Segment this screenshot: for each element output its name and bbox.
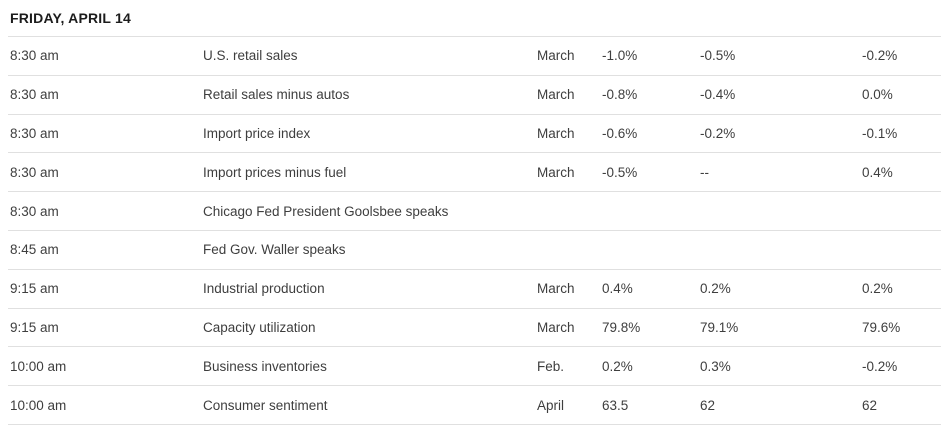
previous-cell: 0.4% [862,164,893,180]
event-time: 8:30 am [10,203,59,219]
forecast-cell: 79.1% [700,319,739,335]
period-cell: March [537,319,575,335]
period-cell: Feb. [537,358,565,374]
actual-cell: 79.8% [602,319,641,335]
period-cell: March [537,87,575,103]
forecast-cell: -0.4% [700,87,736,103]
event-time: 9:15 am [10,319,59,335]
actual-cell: 0.2% [602,358,633,374]
previous-cell: -0.2% [862,48,898,64]
divider [8,346,941,348]
actual-cell: -0.5% [602,164,638,180]
actual-cell: 0.4% [602,281,633,297]
report-link[interactable]: Import prices minus fuel [203,164,347,180]
actual-cell: -0.8% [602,87,638,103]
period-cell: March [537,125,575,141]
report-link[interactable]: U.S. retail sales [203,48,298,64]
divider [8,229,941,231]
event-time: 8:30 am [10,125,59,141]
forecast-cell: 0.2% [700,281,731,297]
table-row: 8:30 am Retail sales minus autos March -… [0,76,941,114]
event-time: 8:30 am [10,164,59,180]
actual-cell: 63.5 [602,397,629,413]
period-cell: March [537,48,575,64]
previous-cell: 0.2% [862,281,893,297]
table-row: 8:30 am U.S. retail sales March -1.0% -0… [0,37,941,75]
divider [8,191,941,193]
report-label: Business inventories [203,358,327,374]
divider [8,113,941,115]
table-row: 10:00 am Consumer sentiment April 63.5 6… [0,386,941,424]
period-cell: March [537,164,575,180]
period-cell: April [537,397,565,413]
event-time: 10:00 am [10,397,67,413]
forecast-cell: -- [700,164,709,180]
report-link[interactable]: Retail sales minus autos [203,87,350,103]
divider [8,36,941,37]
report-link[interactable]: Chicago Fed President Goolsbee speaks [203,203,449,219]
divider [8,385,941,387]
event-time: 10:00 am [10,358,67,374]
divider [8,423,941,425]
table-row: 9:15 am Industrial production March 0.4%… [0,270,941,308]
previous-cell: -0.1% [862,125,898,141]
forecast-cell: 62 [700,397,716,413]
forecast-cell: -0.5% [700,48,736,64]
calendar-day-header: FRIDAY, APRIL 14 [0,0,941,36]
event-time: 8:30 am [10,87,59,103]
previous-cell: 62 [862,397,878,413]
actual-cell: -1.0% [602,48,638,64]
event-time: 8:45 am [10,242,59,258]
date-heading: FRIDAY, APRIL 14 [10,10,131,26]
report-link[interactable]: Industrial production [203,281,325,297]
event-time: 9:15 am [10,281,59,297]
previous-cell: -0.2% [862,358,898,374]
divider [8,74,941,76]
table-row: 9:15 am Capacity utilization March 79.8%… [0,309,941,347]
divider [8,307,941,309]
forecast-cell: -0.2% [700,125,736,141]
table-row: 10:00 am Business inventories Feb. 0.2% … [0,347,941,385]
report-link[interactable]: Import price index [203,125,311,141]
table-row: 8:30 am Chicago Fed President Goolsbee s… [0,192,941,230]
table-row: 8:45 am Fed Gov. Waller speaks [0,231,941,269]
report-link[interactable]: Consumer sentiment [203,397,328,413]
period-cell: March [537,281,575,297]
previous-cell: 0.0% [862,87,893,103]
report-label: Capacity utilization [203,319,316,335]
forecast-cell: 0.3% [700,358,731,374]
divider [8,152,941,154]
divider [8,268,941,270]
table-row: 8:30 am Import prices minus fuel March -… [0,153,941,191]
actual-cell: -0.6% [602,125,638,141]
table-row: 8:30 am Import price index March -0.6% -… [0,115,941,153]
report-link[interactable]: Fed Gov. Waller speaks [203,242,346,258]
event-time: 8:30 am [10,48,59,64]
previous-cell: 79.6% [862,319,901,335]
